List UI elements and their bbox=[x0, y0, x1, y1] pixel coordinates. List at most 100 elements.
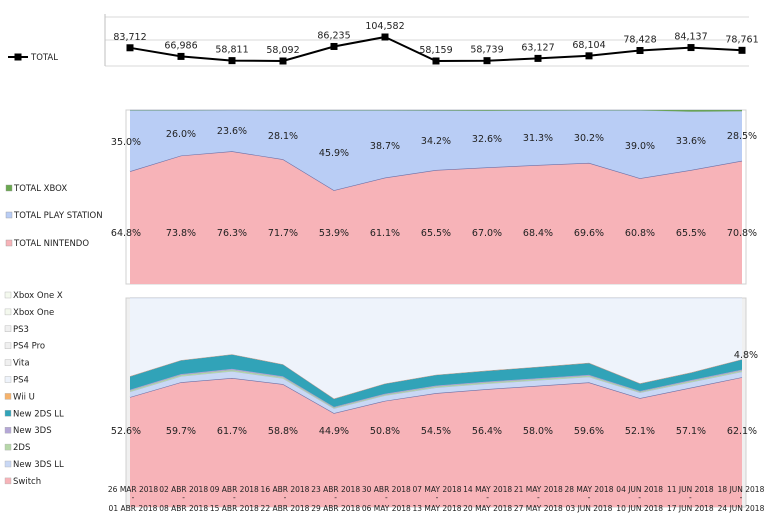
date-end-label: 22 ABR 2018 bbox=[261, 504, 310, 513]
date-end-label: 03 JUN 2018 bbox=[566, 504, 613, 513]
total-marker bbox=[585, 52, 593, 60]
playstation-share-label: 26.0% bbox=[166, 129, 196, 140]
date-start-label: 30 ABR 2018 bbox=[362, 485, 411, 494]
total-value-label: 58,811 bbox=[215, 45, 248, 56]
legend-swatch bbox=[5, 211, 13, 219]
legend-label: TOTAL NINTENDO bbox=[13, 239, 89, 249]
date-start-label: 28 MAY 2018 bbox=[565, 485, 614, 494]
nintendo-share-label: 61.1% bbox=[370, 228, 400, 239]
nintendo-share-label: 67.0% bbox=[472, 228, 502, 239]
date-start-label: 11 JUN 2018 bbox=[667, 485, 714, 494]
total-marker bbox=[279, 57, 287, 65]
total-marker bbox=[636, 47, 644, 55]
switch-share-label: 59.6% bbox=[574, 426, 604, 437]
switch-share-label: 61.7% bbox=[217, 426, 247, 437]
nintendo-share-label: 76.3% bbox=[217, 228, 247, 239]
switch-share-label: 56.4% bbox=[472, 426, 502, 437]
playstation-share-label: 38.7% bbox=[370, 141, 400, 152]
nintendo-share-label: 64.8% bbox=[111, 228, 141, 239]
switch-share-label: 57.1% bbox=[676, 426, 706, 437]
legend-swatch bbox=[4, 443, 12, 451]
switch-share-label: 58.8% bbox=[268, 426, 298, 437]
bottom-area-ps4 bbox=[130, 298, 742, 399]
date-end-label: 10 JUN 2018 bbox=[616, 504, 663, 513]
total-marker bbox=[330, 42, 338, 50]
playstation-share-label: 31.3% bbox=[523, 133, 553, 144]
date-end-label: 27 MAY 2018 bbox=[514, 504, 563, 513]
legend-label: Vita bbox=[13, 359, 30, 369]
legend: TOTAL TOTAL XBOX TOTAL PLAY STATION TOTAL N… bbox=[4, 53, 103, 487]
switch-share-label: 44.9% bbox=[319, 426, 349, 437]
total-value-label: 78,761 bbox=[725, 34, 758, 45]
switch-share-label: 52.6% bbox=[111, 426, 141, 437]
switch-share-label: 54.5% bbox=[421, 426, 451, 437]
total-value-label: 78,428 bbox=[623, 35, 656, 46]
date-dash: - bbox=[638, 493, 641, 502]
playstation-share-label: 39.0% bbox=[625, 141, 655, 152]
date-end-label: 24 JUN 2018 bbox=[718, 504, 765, 513]
total-marker bbox=[687, 44, 695, 52]
mid-area-total-play-station bbox=[130, 110, 742, 191]
nintendo-share-label: 68.4% bbox=[523, 228, 553, 239]
bottom-area-new-3ds-ll bbox=[130, 371, 742, 414]
legend-swatch bbox=[4, 325, 12, 332]
legend-total-label: TOTAL bbox=[30, 53, 58, 63]
total-value-label: 68,104 bbox=[572, 40, 605, 51]
legend-label: Xbox One bbox=[13, 308, 54, 318]
brand-share-panel: 64.8% 73.8% 76.3% 71.7% 53.9% 61.1% 65.5% 67.0%… bbox=[111, 109, 757, 285]
playstation-share-label: 28.1% bbox=[268, 131, 298, 142]
legend-label: Xbox One X bbox=[13, 291, 63, 301]
date-end-label: 08 ABR 2018 bbox=[159, 504, 208, 513]
playstation-share-label: 32.6% bbox=[472, 134, 502, 145]
total-value-label: 104,582 bbox=[365, 21, 404, 32]
date-dash: - bbox=[588, 493, 591, 502]
date-end-label: 17 JUN 2018 bbox=[667, 504, 714, 513]
nintendo-share-label: 71.7% bbox=[268, 228, 298, 239]
date-dash: - bbox=[385, 493, 388, 502]
total-line-panel: 83,712 66,986 58,811 58,092 86,235 104,582 58,… bbox=[104, 14, 759, 67]
mid-area-total-xbox bbox=[130, 110, 742, 112]
legend-label: Wii U bbox=[13, 392, 35, 402]
mid-area-total-nintendo bbox=[130, 151, 742, 284]
total-value-label: 58,739 bbox=[470, 45, 503, 56]
total-value-label: 83,712 bbox=[113, 32, 146, 43]
total-marker bbox=[228, 57, 236, 65]
legend-swatch bbox=[4, 410, 12, 417]
legend-swatch bbox=[4, 427, 12, 434]
legend-swatch bbox=[4, 359, 12, 366]
switch-share-label: 62.1% bbox=[727, 426, 757, 437]
legend-label: New 2DS LL bbox=[13, 409, 64, 419]
date-end-label: 20 MAY 2018 bbox=[463, 504, 512, 513]
date-dash: - bbox=[334, 493, 337, 502]
nintendo-share-label: 73.8% bbox=[166, 228, 196, 239]
playstation-share-label: 30.2% bbox=[574, 133, 604, 144]
date-start-label: 26 MAR 2018 bbox=[108, 485, 158, 494]
legend-label: PS4 Pro bbox=[13, 342, 45, 352]
date-end-label: 01 ABR 2018 bbox=[109, 504, 158, 513]
date-end-label: 29 ABR 2018 bbox=[311, 504, 360, 513]
legend-label: PS3 bbox=[13, 325, 29, 335]
nintendo-share-label: 53.9% bbox=[319, 228, 349, 239]
legend-label: Switch bbox=[13, 477, 41, 487]
legend-total-marker bbox=[14, 53, 22, 61]
date-end-label: 13 MAY 2018 bbox=[413, 504, 462, 513]
total-marker bbox=[534, 54, 542, 62]
legend-swatch bbox=[4, 376, 12, 383]
date-start-label: 23 ABR 2018 bbox=[311, 485, 360, 494]
legend-label: New 3DS bbox=[13, 426, 52, 436]
date-start-label: 04 JUN 2018 bbox=[616, 485, 663, 494]
date-dash: - bbox=[537, 493, 540, 502]
switch-share-label: 59.7% bbox=[166, 426, 196, 437]
date-dash: - bbox=[132, 493, 135, 502]
total-marker bbox=[177, 52, 185, 60]
legend-swatch bbox=[4, 393, 12, 400]
nintendo-share-label: 60.8% bbox=[625, 228, 655, 239]
legend-swatch bbox=[5, 184, 13, 192]
legend-swatch bbox=[4, 477, 12, 485]
total-value-label: 84,137 bbox=[674, 32, 707, 43]
legend-swatch bbox=[5, 239, 13, 247]
date-dash: - bbox=[740, 493, 743, 502]
total-marker bbox=[126, 44, 134, 52]
legend-label: 2DS bbox=[13, 443, 30, 453]
